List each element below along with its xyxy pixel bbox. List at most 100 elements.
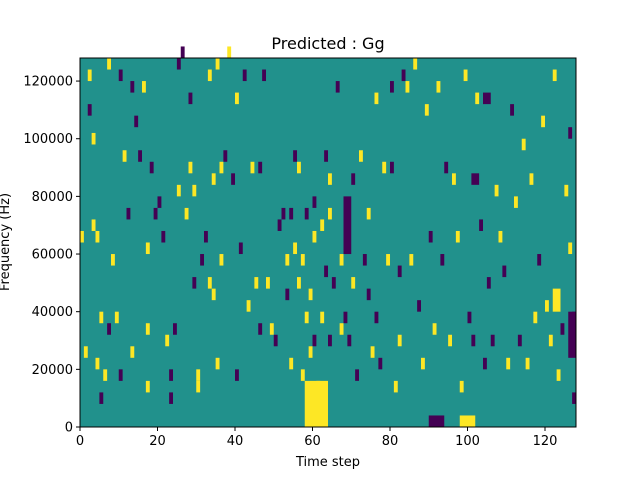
heatmap-cell [514,196,518,208]
heatmap-cell [413,58,418,70]
heatmap-cell [424,104,429,116]
heatmap-cell [196,369,201,381]
heatmap-cell [266,277,270,289]
heatmap-cell [409,254,414,266]
y-tick-label: 20000 [32,363,73,378]
heatmap-cell [207,69,212,82]
heatmap-cell [196,380,201,393]
heatmap-cell [308,288,313,301]
heatmap-cell [320,311,325,324]
heatmap-cell [211,288,216,301]
heatmap-cell [231,173,236,185]
heatmap-cell [289,207,294,220]
heatmap-cell [463,69,468,82]
heatmap-cell [215,58,220,70]
y-tick-label: 80000 [32,190,73,205]
heatmap-cell [308,346,313,358]
heatmap-cell [246,300,251,312]
heatmap-cell [99,311,104,324]
heatmap-cell [564,184,569,197]
heatmap-cell [510,104,515,116]
y-tick-label: 0 [65,421,73,436]
heatmap-cell [545,300,549,312]
heatmap-cell [452,173,456,185]
heatmap-cell [382,161,387,174]
heatmap-cell [176,58,181,70]
heatmap-cell [300,369,305,381]
heatmap-cell [533,311,538,324]
x-tick-label: 100 [455,434,480,449]
heatmap-cell [467,311,472,324]
heatmap-cell [188,92,193,105]
x-tick-label: 20 [149,434,166,449]
heatmap-cell [250,161,255,174]
heatmap-cell [428,230,433,243]
heatmap-cell [176,184,181,197]
heatmap-cell [320,219,325,231]
heatmap-cell [107,323,112,335]
heatmap-cell [343,311,348,324]
heatmap-cell [281,207,286,220]
heatmap-cell [138,150,143,162]
x-tick-label: 40 [227,434,244,449]
heatmap-cell [223,150,228,162]
plot-area [79,46,577,428]
heatmap-cell [111,254,115,266]
heatmap-cell [207,277,212,289]
heatmap-cell [149,161,154,174]
heatmap-cell [475,92,480,105]
y-tick-label: 120000 [23,75,73,90]
heatmap-cell [269,323,274,335]
heatmap-cell [421,357,425,370]
heatmap-cell [366,207,371,220]
heatmap-cell [91,132,96,145]
heatmap-cell [568,242,573,255]
heatmap-cell [165,334,170,347]
heatmap-cell [312,334,317,347]
heatmap-cell [242,69,247,82]
heatmap-cell [300,254,305,266]
heatmap-cell [335,81,340,93]
x-axis-label: Time step [295,455,360,470]
heatmap-cell [153,207,158,220]
heatmap-cell [471,334,476,347]
heatmap-cell [297,277,301,289]
heatmap-cell [130,346,135,358]
heatmap-cell [91,219,96,231]
heatmap-cell [235,92,239,105]
heatmap-cell [118,369,123,381]
heatmap-cell [517,334,522,347]
heatmap-cell [192,277,197,289]
heatmap-cells [80,46,577,428]
heatmap-cell [397,334,402,347]
heatmap-cell [366,288,371,301]
heatmap-cell [285,288,290,301]
heatmap-block [428,415,445,427]
heatmap-cell [87,104,92,116]
heatmap-cell [331,277,336,289]
heatmap-cell [145,242,150,255]
heatmap-cell [204,230,208,243]
heatmap-block [343,196,352,255]
x-tick-label: 0 [76,434,84,449]
heatmap-block [471,173,480,185]
heatmap-cell [417,300,422,312]
heatmap-cell [83,346,88,358]
heatmap-cell [436,81,441,93]
heatmap-cell [401,69,406,82]
plot-frame [79,57,577,428]
heatmap-cell [351,277,356,289]
heatmap-cell [568,127,573,139]
heatmap-cell [359,150,363,162]
heatmap-cell [572,392,577,404]
heatmap-cell [95,357,100,370]
x-tick-label: 120 [533,434,558,449]
heatmap-cell [556,369,561,381]
heatmap-cell [390,161,394,174]
heatmap-cell [277,219,282,231]
heatmap-cell [432,323,437,335]
heatmap-cell [390,81,394,93]
heatmap-cell [180,46,185,58]
heatmap-cell [219,161,224,174]
heatmap-cell [339,323,344,335]
